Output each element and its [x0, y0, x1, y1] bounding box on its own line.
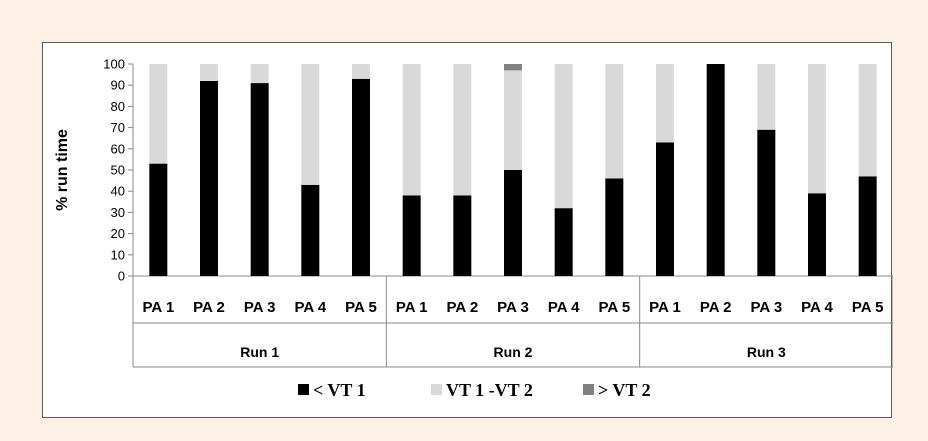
bar-run-2-pa3-series-2 [504, 70, 522, 170]
legend-label: VT 1 -VT 2 [446, 380, 533, 400]
bar-run-2-pa2-series-1 [453, 195, 472, 276]
x-category-label: PA 5 [345, 299, 377, 316]
bar-run-1-pa2-series-1 [200, 80, 218, 277]
bar-run-1-pa5-series-1 [352, 78, 370, 276]
bar-run-3-pa3-series-1 [757, 129, 776, 276]
x-category-label: PA 5 [852, 299, 884, 316]
x-category-label: PA 5 [598, 299, 630, 316]
bar-run-2-pa4-series-2 [554, 64, 573, 209]
legend-label: > VT 2 [598, 380, 651, 400]
stacked-bar-chart: 0 10 20 30 40 50 60 70 80 90 100 % run time PA 1 PA … [54, 57, 893, 400]
y-axis-label: % run time [54, 129, 71, 211]
bar-run-1-pa4-series-2 [301, 64, 320, 185]
bar-run-1-pa1-series-2 [149, 64, 168, 164]
x-category-label: PA 2 [700, 299, 732, 316]
bar-run-3-pa2-series-1 [706, 64, 725, 276]
x-group-label: Run 1 [240, 344, 279, 360]
x-category-label: PA 1 [142, 299, 174, 316]
bar-run-2-pa2-series-2 [453, 64, 472, 196]
x-category-label: PA 3 [497, 299, 529, 316]
bar-run-1-pa4-series-1 [301, 184, 320, 276]
x-category-label: PA 4 [294, 299, 326, 316]
bar-run-2-pa4-series-1 [554, 208, 573, 276]
bar-run-2-pa1-series-1 [402, 195, 421, 276]
y-tick-label: 10 [111, 247, 125, 262]
bar-run-3-pa4-series-1 [808, 193, 826, 276]
x-category-label: PA 2 [193, 299, 225, 316]
x-group-label: Run 2 [494, 344, 533, 360]
bar-run-2-pa3-series-3 [504, 64, 522, 71]
bar-run-3-pa1-series-2 [656, 64, 674, 143]
bar-run-1-pa5-series-2 [352, 64, 370, 79]
y-tick-label: 30 [111, 205, 125, 220]
x-group-label: Run 3 [747, 344, 786, 360]
bar-run-1-pa3-series-2 [250, 64, 269, 84]
chart-frame: 0 10 20 30 40 50 60 70 80 90 100 % run time PA 1 PA … [42, 42, 893, 418]
bar-run-2-pa5-series-2 [605, 64, 624, 179]
x-category-label: PA 2 [446, 299, 478, 316]
y-tick-label: 80 [111, 99, 125, 114]
bar-run-2-pa3-series-1 [504, 170, 522, 276]
bar-run-3-pa3-series-2 [757, 64, 776, 130]
bar-run-1-pa3-series-1 [250, 83, 269, 276]
legend-swatch [298, 384, 309, 395]
x-category-label: PA 3 [750, 299, 782, 316]
bar-run-2-pa1-series-2 [402, 64, 421, 196]
bar-run-3-pa1-series-1 [656, 142, 674, 276]
legend-label: < VT 1 [313, 380, 366, 400]
bar-run-1-pa1-series-1 [149, 163, 168, 276]
y-tick-label: 60 [111, 141, 125, 156]
y-tick-label: 20 [111, 226, 125, 241]
x-category-label: PA 4 [548, 299, 580, 316]
x-category-label: PA 1 [649, 299, 681, 316]
y-tick-label: 50 [111, 163, 125, 178]
x-category-label: PA 4 [801, 299, 833, 316]
bar-run-3-pa5-series-1 [858, 176, 877, 276]
y-tick-label: 90 [111, 78, 125, 93]
x-category-label: PA 1 [396, 299, 428, 316]
y-tick-label: 40 [111, 184, 125, 199]
y-tick-label: 0 [118, 269, 125, 284]
legend-swatch [583, 384, 594, 395]
x-category-label: PA 3 [244, 299, 276, 316]
bar-run-2-pa5-series-1 [605, 178, 624, 276]
bar-run-3-pa4-series-2 [808, 64, 826, 194]
bar-run-1-pa2-series-2 [200, 64, 218, 81]
legend-swatch [431, 384, 442, 395]
y-tick-label: 100 [103, 57, 125, 72]
bar-run-3-pa5-series-2 [858, 64, 877, 177]
y-tick-label: 70 [111, 120, 125, 135]
